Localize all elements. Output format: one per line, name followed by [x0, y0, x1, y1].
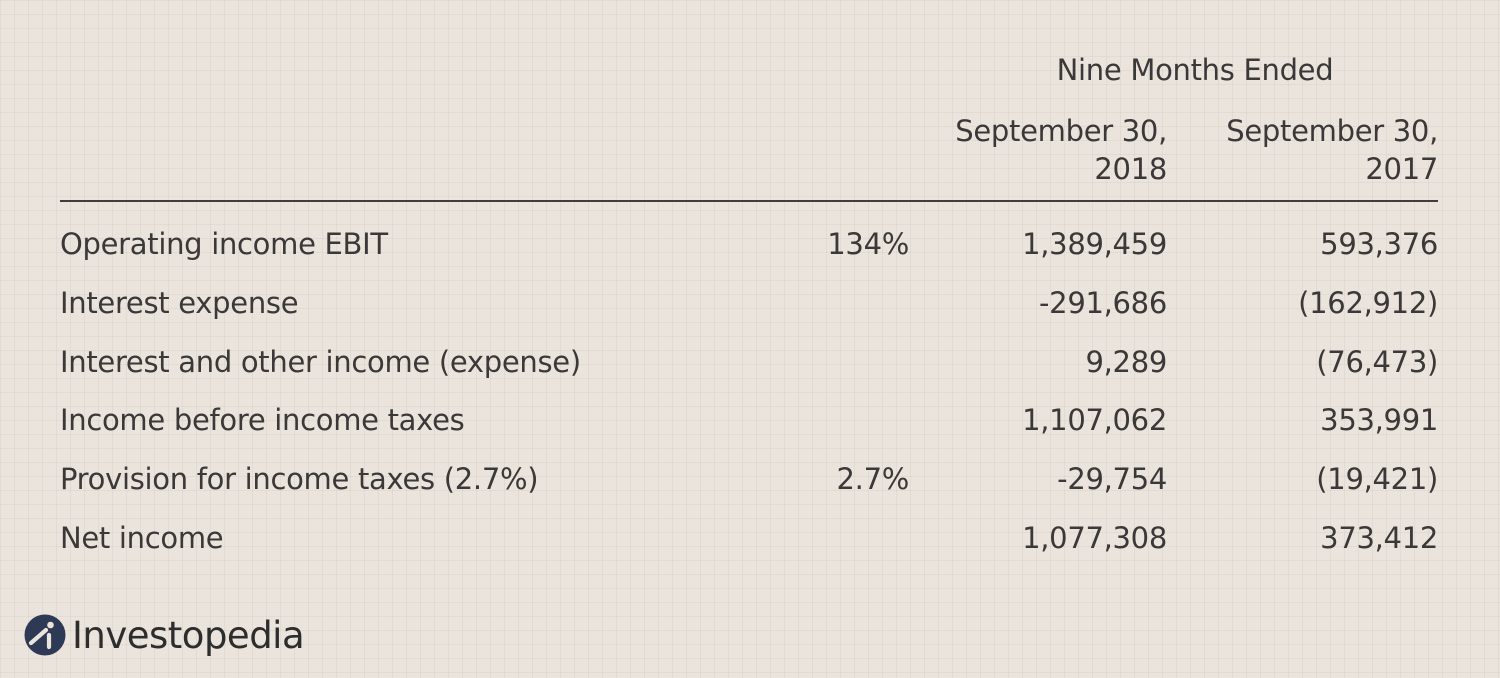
- column-header-2017-line2: 2017: [1365, 152, 1438, 186]
- table-row: Net income 1,077,308 373,412: [0, 520, 1500, 560]
- row-label: Operating income EBIT: [60, 227, 388, 261]
- row-value-2017: (162,912): [1298, 286, 1438, 320]
- row-value-2017: (76,473): [1316, 345, 1438, 379]
- row-value-2018: 9,289: [1085, 345, 1167, 379]
- row-value-2018: -29,754: [1057, 462, 1167, 496]
- column-header-2017-line1: September 30,: [1226, 114, 1438, 148]
- table-row: Provision for income taxes (2.7%) 2.7% -…: [0, 461, 1500, 501]
- row-value-2018: 1,389,459: [1022, 227, 1167, 261]
- column-header-2018: September 30, 2018: [955, 112, 1167, 188]
- brand-name: Investopedia: [72, 614, 305, 657]
- header-divider: [60, 200, 1438, 202]
- row-label: Income before income taxes: [60, 403, 465, 437]
- row-value-2017: 353,991: [1320, 403, 1438, 437]
- row-label: Interest and other income (expense): [60, 345, 581, 379]
- row-label: Net income: [60, 521, 224, 555]
- row-label: Provision for income taxes (2.7%): [60, 462, 539, 496]
- column-header-2018-line1: September 30,: [955, 114, 1167, 148]
- table-row: Interest expense -291,686 (162,912): [0, 285, 1500, 325]
- column-header-2018-line2: 2018: [1094, 152, 1167, 186]
- investopedia-logo-icon: [24, 614, 66, 656]
- row-percent: 134%: [827, 227, 909, 261]
- column-header-2017: September 30, 2017: [1226, 112, 1438, 188]
- row-label: Interest expense: [60, 286, 299, 320]
- row-value-2017: 593,376: [1320, 227, 1438, 261]
- row-value-2017: 373,412: [1320, 521, 1438, 555]
- column-group-header: Nine Months Ended: [1056, 53, 1334, 87]
- row-value-2018: 1,077,308: [1022, 521, 1167, 555]
- table-row: Interest and other income (expense) 9,28…: [0, 344, 1500, 384]
- table-row: Income before income taxes 1,107,062 353…: [0, 402, 1500, 442]
- row-value-2017: (19,421): [1316, 462, 1438, 496]
- row-value-2018: 1,107,062: [1022, 403, 1167, 437]
- table-row: Operating income EBIT 134% 1,389,459 593…: [0, 226, 1500, 266]
- row-percent: 2.7%: [836, 462, 910, 496]
- row-value-2018: -291,686: [1039, 286, 1167, 320]
